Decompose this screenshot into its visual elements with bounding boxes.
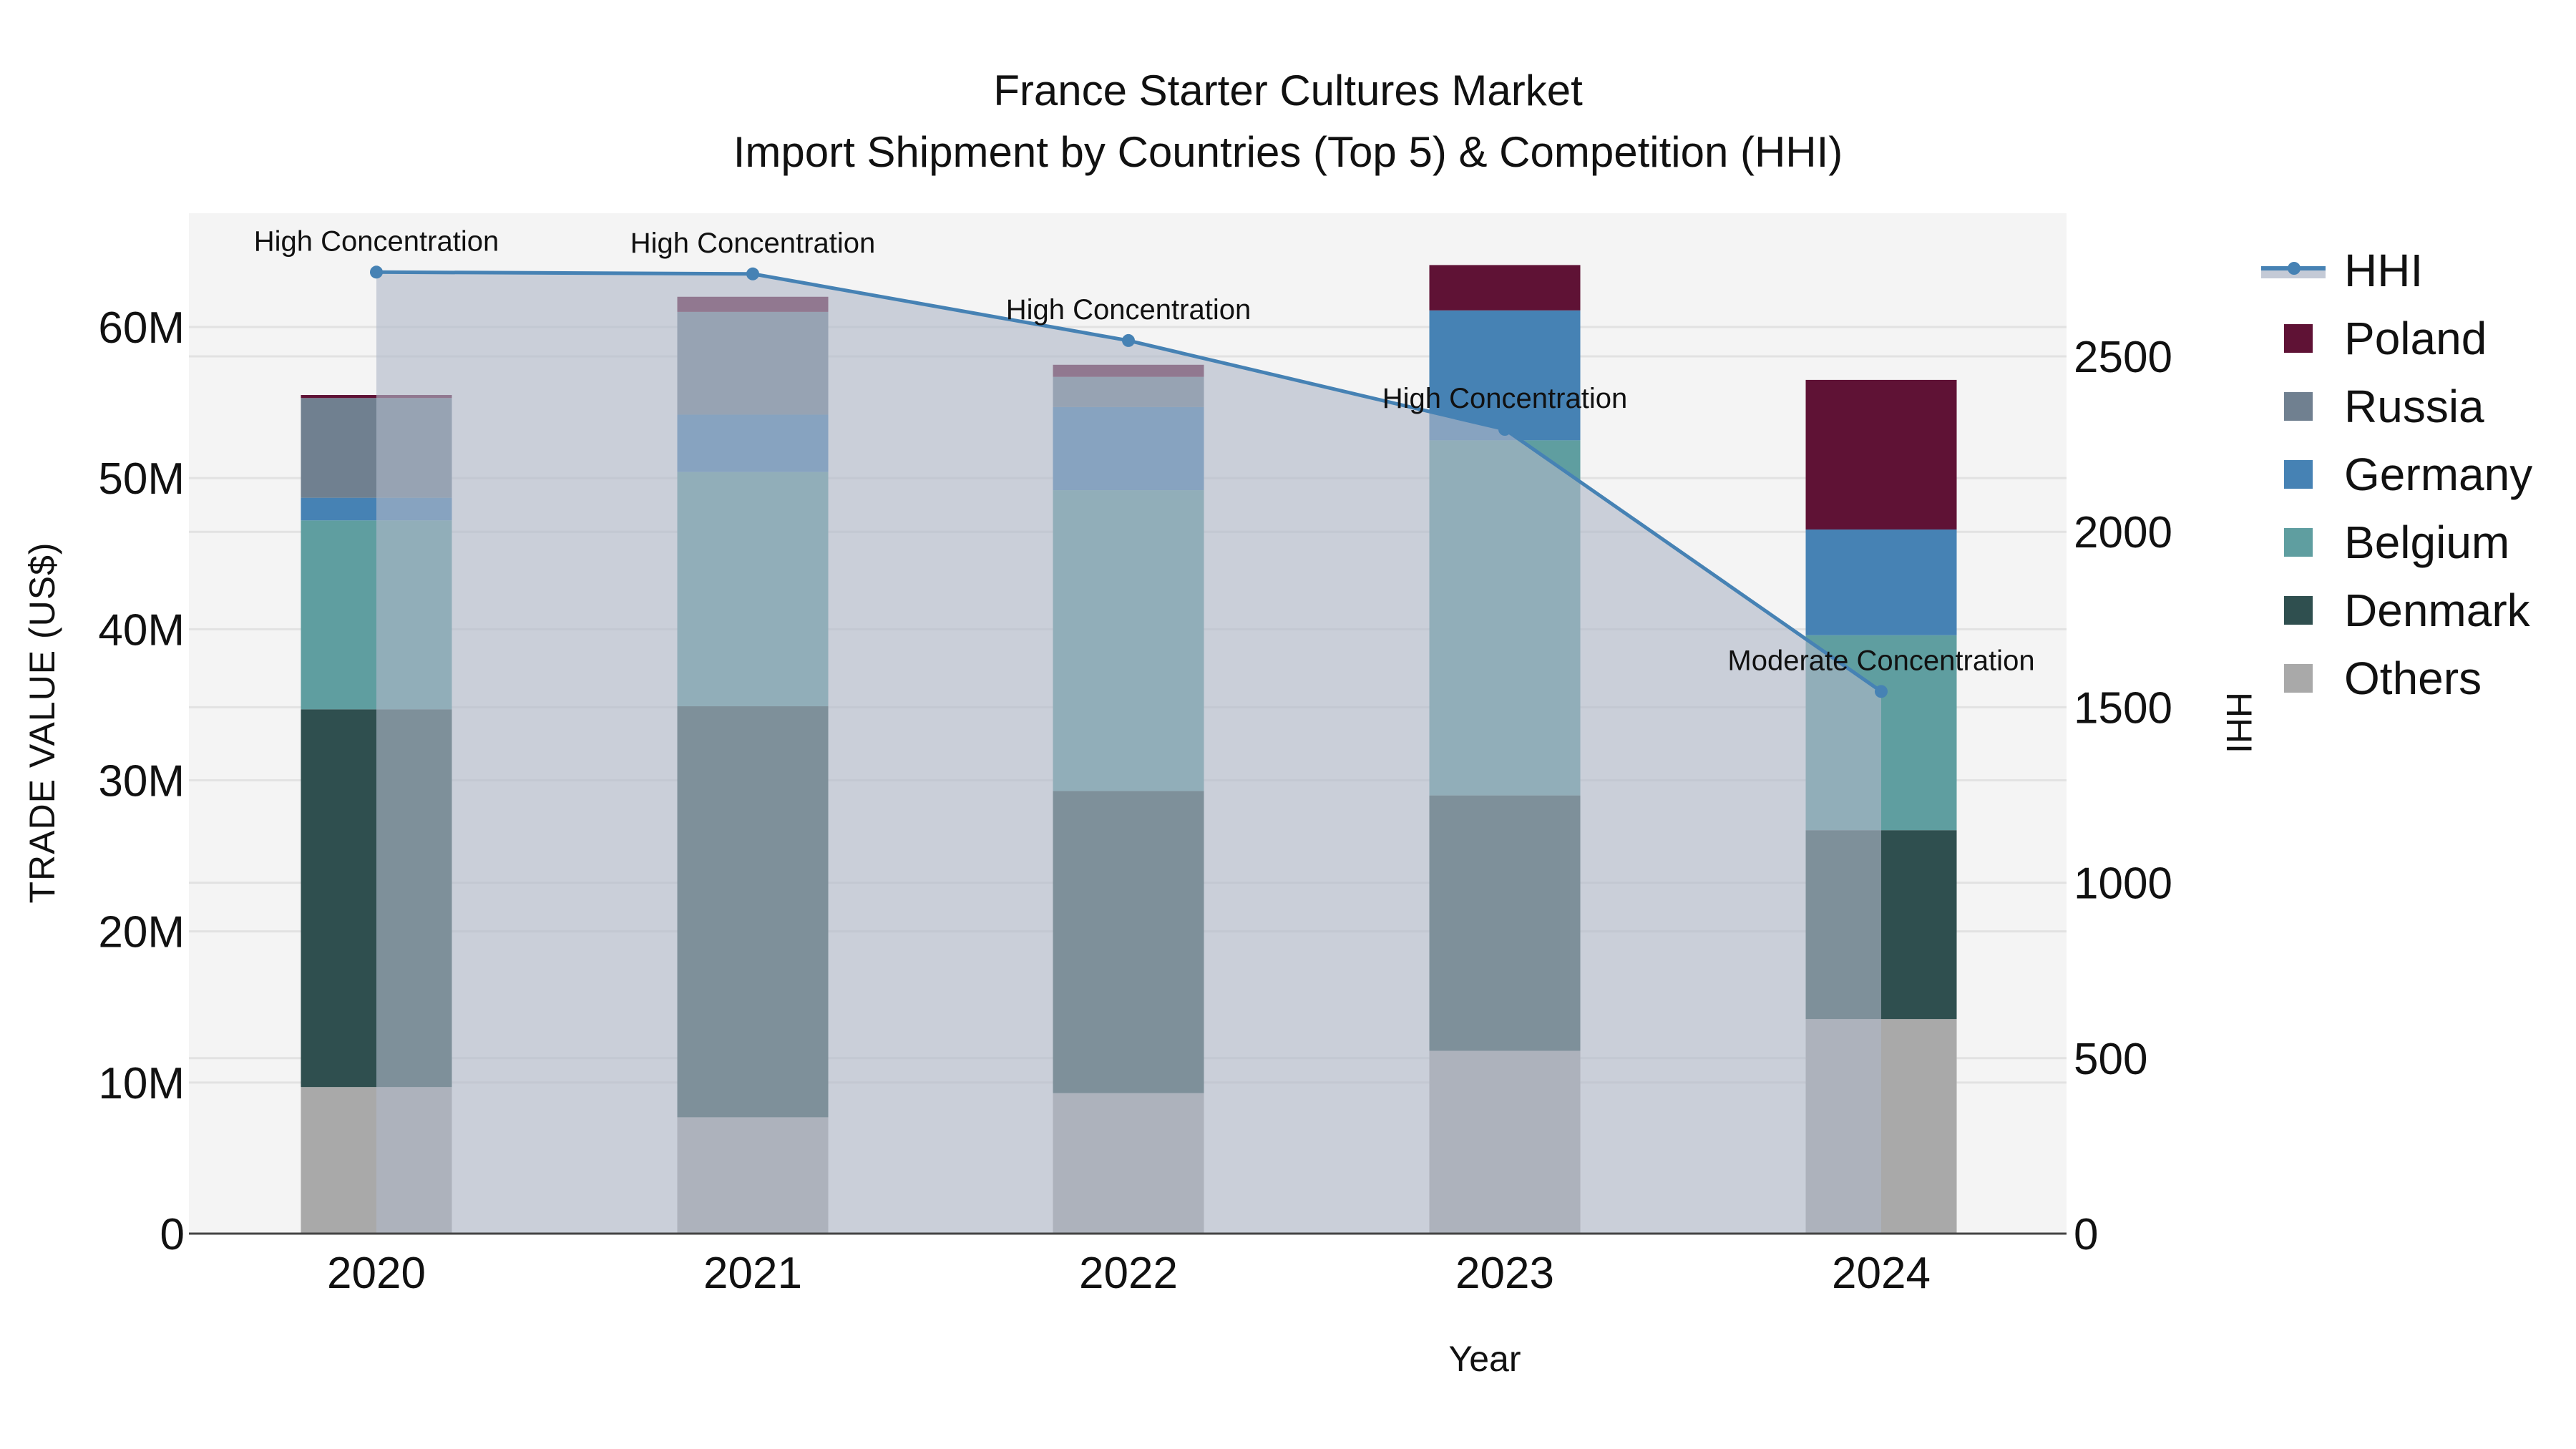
- legend-item-denmark[interactable]: Denmark: [2261, 576, 2532, 644]
- legend-item-others[interactable]: Others: [2261, 644, 2532, 712]
- hhi-line: High Concentration High Concentration High…: [254, 225, 2035, 1234]
- legend-item-poland[interactable]: Poland: [2261, 304, 2532, 372]
- hhi-marker[interactable]: [370, 265, 383, 279]
- bar-segment[interactable]: [1805, 379, 1957, 530]
- x-tick-label: 2023: [1455, 1249, 1554, 1298]
- legend-item-germany[interactable]: Germany: [2261, 440, 2532, 508]
- bar-segment[interactable]: [1805, 529, 1957, 635]
- y2-tick-label: 2000: [2074, 508, 2172, 557]
- y-tick-label: 0: [160, 1210, 185, 1259]
- y-tick-label: 40M: [98, 605, 185, 655]
- y2-tick-label: 0: [2074, 1210, 2098, 1259]
- hhi-area: [376, 272, 1881, 1234]
- color-swatch-icon: [2284, 663, 2313, 693]
- chart-subtitle: Import Shipment by Countries (Top 5) & C…: [733, 128, 1843, 176]
- y2-tick-label: 2500: [2074, 333, 2172, 382]
- hhi-marker[interactable]: [1122, 333, 1135, 347]
- legend-label: HHI: [2344, 244, 2424, 296]
- color-swatch-icon: [2284, 323, 2313, 353]
- y-tick-label: 10M: [98, 1059, 185, 1108]
- legend-label: Poland: [2344, 312, 2487, 364]
- y-axis-ticks: 0 10M 20M 30M 40M 50M 60M: [98, 303, 185, 1259]
- legend: HHI Poland Russia Germany Belgium Denmar…: [2261, 236, 2532, 712]
- bar-segment[interactable]: [1429, 265, 1581, 311]
- y2-tick-label: 1000: [2074, 859, 2172, 909]
- hhi-annotation: Moderate Concentration: [1727, 645, 2034, 676]
- hhi-marker[interactable]: [1498, 423, 1511, 436]
- color-swatch-icon: [2284, 527, 2313, 557]
- hhi-annotation: High Concentration: [1006, 294, 1251, 326]
- y-tick-label: 50M: [98, 454, 185, 504]
- y2-axis-ticks: 0 500 1000 1500 2000 2500: [2074, 333, 2172, 1259]
- x-tick-label: 2021: [703, 1249, 802, 1298]
- legend-item-russia[interactable]: Russia: [2261, 372, 2532, 440]
- hhi-marker[interactable]: [746, 267, 759, 280]
- legend-label: Denmark: [2344, 584, 2530, 636]
- color-swatch-icon: [2284, 595, 2313, 625]
- x-tick-label: 2020: [327, 1249, 426, 1298]
- y2-tick-label: 1500: [2074, 683, 2172, 733]
- legend-item-hhi[interactable]: HHI: [2261, 236, 2532, 304]
- y-tick-label: 20M: [98, 908, 185, 957]
- chart-title: France Starter Cultures Market: [993, 67, 1583, 114]
- hhi-marker[interactable]: [1875, 685, 1888, 698]
- x-axis-ticks: 2020 2021 2022 2023 2024: [327, 1249, 1931, 1298]
- y2-axis-title: HHI: [2219, 691, 2259, 754]
- legend-label: Russia: [2344, 380, 2484, 432]
- x-axis-title: Year: [1448, 1339, 1521, 1379]
- line-marker-icon: [2261, 260, 2326, 281]
- y-axis-title: TRADE VALUE (US$): [22, 542, 62, 904]
- hhi-annotation: High Concentration: [1382, 383, 1627, 414]
- legend-label: Germany: [2344, 448, 2533, 500]
- hhi-annotation: High Concentration: [254, 225, 499, 257]
- legend-item-belgium[interactable]: Belgium: [2261, 508, 2532, 576]
- hhi-annotation: High Concentration: [630, 228, 875, 259]
- x-tick-label: 2024: [1832, 1249, 1931, 1298]
- color-swatch-icon: [2284, 391, 2313, 421]
- y-tick-label: 30M: [98, 757, 185, 806]
- y-tick-label: 60M: [98, 303, 185, 353]
- color-swatch-icon: [2284, 459, 2313, 489]
- legend-label: Others: [2344, 652, 2482, 704]
- legend-label: Belgium: [2344, 516, 2510, 568]
- y2-tick-label: 500: [2074, 1035, 2147, 1084]
- x-tick-label: 2022: [1079, 1249, 1178, 1298]
